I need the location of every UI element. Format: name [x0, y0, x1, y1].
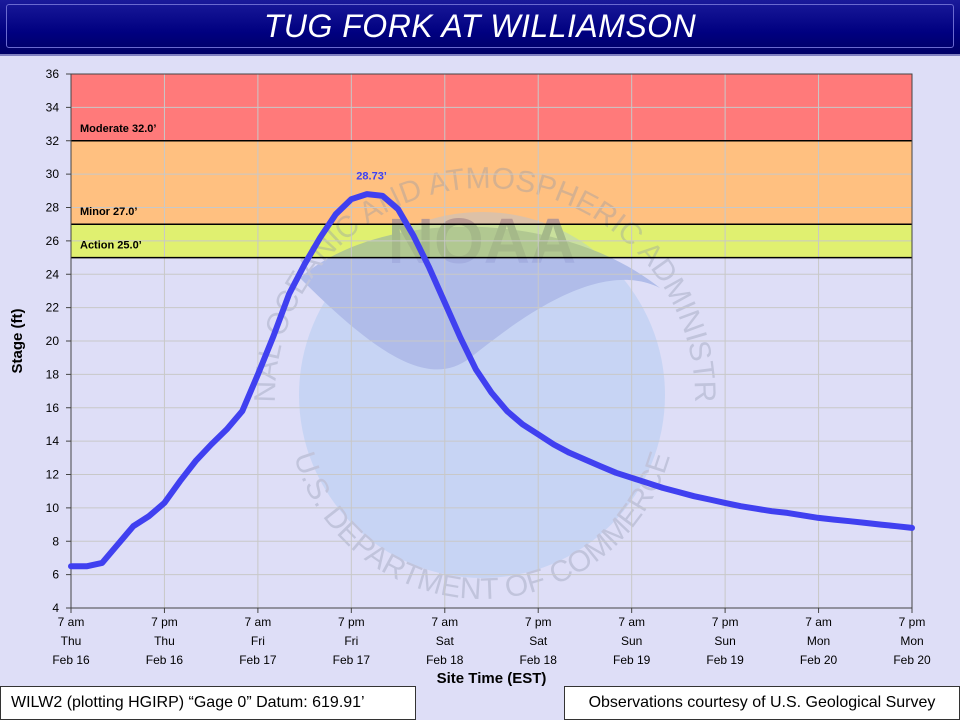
x-tick-label: 7 pm — [151, 615, 178, 629]
stage-series-line — [68, 191, 915, 570]
y-tick-label: 20 — [46, 334, 60, 348]
x-tick-label: 7 am — [58, 615, 85, 629]
x-tick-label: Thu — [61, 634, 82, 648]
watermark-globe — [299, 212, 665, 578]
y-tick-label: 16 — [46, 401, 60, 415]
minor-band — [71, 140, 912, 225]
x-tick-label: Mon — [807, 634, 830, 648]
watermark-wave — [300, 226, 660, 370]
y-tick-label: 36 — [46, 67, 60, 81]
threshold-label-action: Action 25.0’ — [80, 240, 142, 252]
x-tick-label: Feb 18 — [520, 653, 558, 667]
chart-title: TUG FORK AT WILLIAMSON — [263, 7, 697, 44]
x-tick-label: Fri — [251, 634, 265, 648]
x-tick-label: Feb 16 — [52, 653, 90, 667]
datum-info-text: WILW2 (plotting HGIRP) “Gage 0” Datum: 6… — [11, 694, 365, 711]
y-tick-label: 4 — [52, 601, 59, 615]
x-tick-label: Feb 17 — [239, 653, 277, 667]
x-axis-title: Site Time (EST) — [437, 670, 547, 686]
source-credit-box: Observations courtesy of U.S. Geological… — [564, 686, 960, 720]
x-tick-label: 7 am — [245, 615, 272, 629]
x-tick-label: Feb 20 — [893, 653, 931, 667]
title-frame: TUG FORK AT WILLIAMSON — [6, 4, 954, 48]
y-tick-label: 22 — [46, 301, 60, 315]
y-tick-label: 6 — [52, 568, 59, 582]
x-tick-label: 7 pm — [525, 615, 552, 629]
source-credit-text: Observations courtesy of U.S. Geological… — [588, 694, 936, 711]
threshold-lines: Moderate 32.0’ Minor 27.0’ Action 25.0’ — [71, 123, 912, 259]
x-tick-label: Feb 18 — [426, 653, 464, 667]
x-tick-label: Thu — [154, 634, 175, 648]
x-tick-label: Sun — [714, 634, 735, 648]
x-tick-label: Sat — [529, 634, 548, 648]
y-tick-label: 18 — [46, 367, 60, 381]
x-tick-label: Feb 19 — [706, 653, 744, 667]
y-tick-label: 8 — [52, 534, 59, 548]
title-bar: TUG FORK AT WILLIAMSON — [0, 0, 960, 56]
y-tick-label: 34 — [46, 100, 60, 114]
y-tick-label: 12 — [46, 468, 60, 482]
x-tick-label: Feb 17 — [333, 653, 371, 667]
chart-axes: 4 6 8 10 12 14 16 18 20 22 24 26 28 30 32 34 36 7 am Thu Fe… — [46, 67, 931, 667]
peak-label: 28.73’ — [356, 170, 387, 182]
x-tick-label: 7 am — [431, 615, 458, 629]
y-tick-label: 24 — [46, 267, 60, 281]
datum-info-box: WILW2 (plotting HGIRP) “Gage 0” Datum: 6… — [0, 686, 416, 720]
x-tick-label: Fri — [344, 634, 358, 648]
x-tick-label: Sun — [621, 634, 642, 648]
y-axis-title: Stage (ft) — [9, 309, 26, 374]
x-tick-label: Sat — [436, 634, 455, 648]
x-tick-label: 7 am — [618, 615, 645, 629]
y-tick-label: 30 — [46, 167, 60, 181]
y-tick-label: 32 — [46, 134, 60, 148]
y-tick-label: 14 — [46, 434, 60, 448]
x-tick-label: 7 pm — [712, 615, 739, 629]
threshold-label-moderate: Moderate 32.0’ — [80, 123, 156, 135]
y-tick-label: 28 — [46, 201, 60, 215]
x-tick-label: Feb 20 — [800, 653, 838, 667]
hydrograph-chart: NATIONAL OCEANIC AND ATMOSPHERIC ADMINIS… — [0, 58, 931, 686]
y-tick-label: 26 — [46, 234, 60, 248]
series-layer — [68, 191, 915, 570]
chart-labels: 28.73’ Site Time (EST) Stage (ft) — [9, 170, 546, 686]
x-tick-label: Mon — [900, 634, 923, 648]
threshold-label-minor: Minor 27.0’ — [80, 206, 137, 218]
x-tick-label: 7 pm — [338, 615, 365, 629]
x-tick-label: Feb 19 — [613, 653, 651, 667]
x-tick-label: 7 pm — [899, 615, 926, 629]
x-tick-label: 7 am — [805, 615, 832, 629]
y-tick-label: 10 — [46, 501, 60, 515]
x-tick-label: Feb 16 — [146, 653, 184, 667]
